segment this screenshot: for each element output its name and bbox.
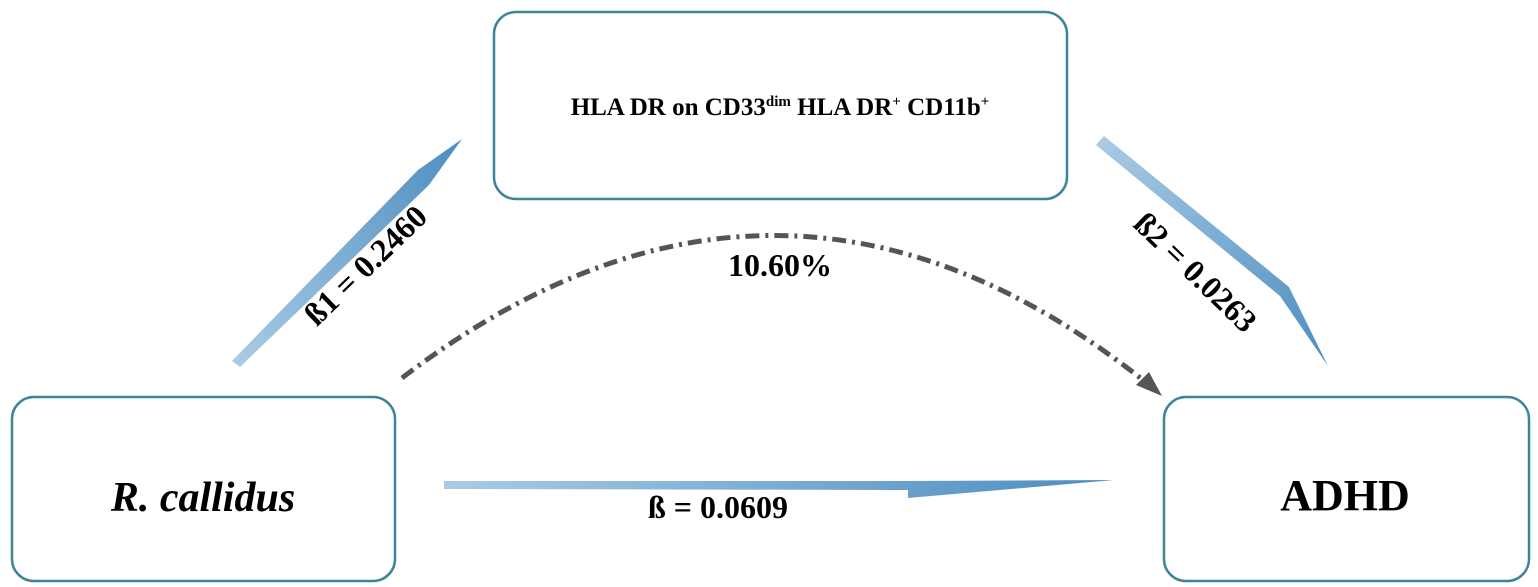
mediator-label-part-2: HLA DR [791, 94, 893, 121]
mediator-label-sup-dim: dim [766, 94, 792, 110]
arrow-mediator-to-outcome [1096, 136, 1328, 366]
exposure-label: R. callidus [110, 475, 295, 521]
mediator-box [492, 10, 1069, 201]
indirect-arrowhead [1136, 372, 1162, 396]
outcome-box [1162, 395, 1531, 583]
indirect-proportion-label: 10.60% [728, 247, 832, 283]
outcome-label: ADHD [1280, 471, 1410, 520]
mediator-label-part-1: HLA DR on CD33 [571, 94, 766, 121]
exposure-box [10, 395, 397, 583]
mediator-label-part-3: CD11b [901, 94, 981, 121]
beta-direct-label: ß = 0.0609 [648, 489, 788, 525]
mediator-label: HLA DR on CD33dim HLA DR+ CD11b+ [571, 94, 990, 121]
arrow-exposure-to-outcome [444, 480, 1114, 498]
mediator-label-sup-plus-2: + [981, 94, 990, 110]
arrow-exposure-to-mediator [232, 139, 462, 367]
mediator-label-sup-plus-1: + [892, 94, 901, 110]
beta1-label: ß1 = 0.2460 [297, 198, 434, 332]
indirect-effect-arrow [400, 233, 1150, 386]
